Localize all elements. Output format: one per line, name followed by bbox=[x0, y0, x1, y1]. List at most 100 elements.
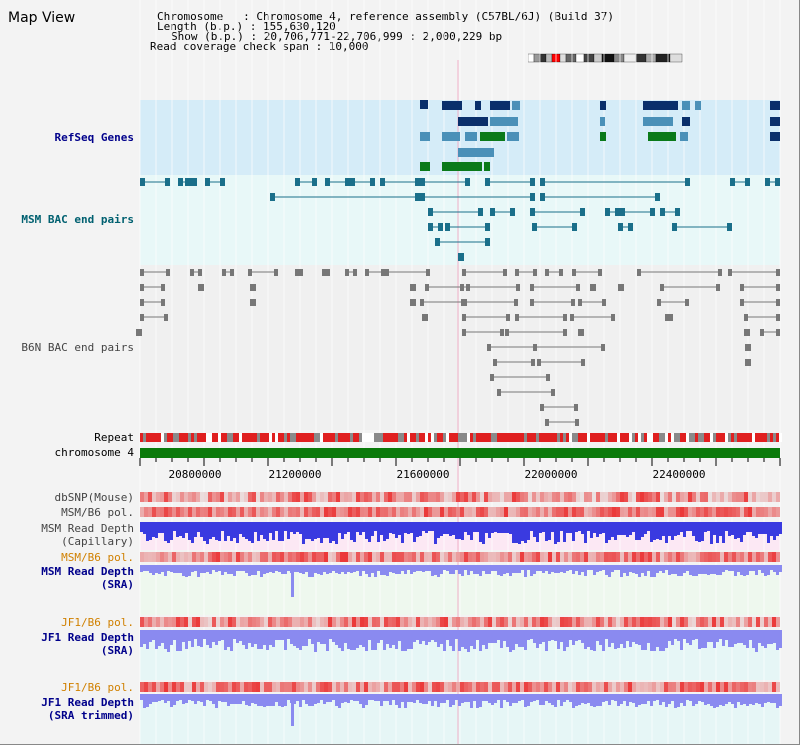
jf1-b6-pol-heat-cell bbox=[700, 617, 704, 627]
jf1-b6-pol-heat-cell bbox=[396, 682, 400, 692]
repeat-segment bbox=[722, 433, 725, 442]
msm-depth-capillary-bar bbox=[542, 522, 545, 532]
jf1-depth-sra-bar bbox=[182, 630, 185, 642]
jf1-depth-trim-bar bbox=[431, 694, 434, 706]
repeat-segment bbox=[776, 433, 779, 442]
msm-b6-pol-heat-cell bbox=[512, 552, 516, 562]
track-label-refseq-genes[interactable]: RefSeq Genes bbox=[54, 131, 134, 144]
repeat-segment bbox=[770, 433, 773, 442]
msm-depth-sra-bar bbox=[278, 565, 281, 572]
repeat-segment bbox=[602, 433, 605, 442]
msm-b6-pol-heat-cell bbox=[224, 552, 228, 562]
msm-depth-capillary-bar bbox=[665, 522, 668, 543]
b6n-bac-end-marker bbox=[500, 329, 504, 336]
msm-depth-sra-bar bbox=[161, 565, 164, 572]
repeat-segment bbox=[248, 433, 251, 442]
msm-b6-pol-heat-cell bbox=[612, 552, 616, 562]
b6n-bac-end-marker bbox=[345, 269, 349, 276]
jf1-b6-pol-heat-cell bbox=[208, 682, 212, 692]
jf1-b6-pol-heat-cell bbox=[424, 682, 428, 692]
dbsnp-heat-cell bbox=[532, 492, 536, 502]
jf1-depth-trim-bar bbox=[185, 694, 188, 703]
jf1-depth-sra-bar bbox=[518, 630, 521, 647]
msm-b6-pol-heat-cell bbox=[692, 552, 696, 562]
jf1-b6-pol-heat-cell bbox=[344, 617, 348, 627]
msm-depth-capillary-bar bbox=[548, 522, 551, 540]
msm-depth-capillary-bar bbox=[668, 522, 671, 536]
jf1-b6-pol-heat-cell bbox=[368, 682, 372, 692]
msm-depth-capillary-bar bbox=[389, 522, 392, 533]
jf1-depth-sra-bar bbox=[308, 630, 311, 639]
msm-b6-pol-heat-cell bbox=[220, 552, 224, 562]
msm-depth-sra-bar bbox=[416, 565, 419, 571]
msm-b6-pol-heat-cell bbox=[300, 507, 304, 517]
msm-depth-sra-bar bbox=[692, 565, 695, 576]
repeat-segment bbox=[347, 433, 350, 442]
jf1-depth-trim-bar bbox=[257, 694, 260, 706]
msm-b6-pol-heat-cell bbox=[200, 507, 204, 517]
jf1-b6-pol-heat-cell bbox=[728, 682, 732, 692]
jf1-depth-trim-bar bbox=[317, 694, 320, 703]
repeat-segment bbox=[626, 433, 629, 442]
jf1-b6-pol-heat-cell bbox=[696, 617, 700, 627]
jf1-depth-trim-bar bbox=[695, 694, 698, 704]
dbsnp-heat-cell bbox=[292, 492, 296, 502]
b6n-bac-end-marker bbox=[140, 299, 144, 306]
jf1-b6-pol-heat-cell bbox=[324, 682, 328, 692]
jf1-depth-sra-bar bbox=[440, 630, 443, 644]
track-label-b6n-bac[interactable]: B6N BAC end pairs bbox=[21, 341, 134, 354]
jf1-depth-trim-bar bbox=[764, 694, 767, 703]
msm-depth-sra-bar bbox=[743, 565, 746, 576]
msm-b6-pol-heat-cell bbox=[740, 552, 744, 562]
jf1-b6-pol-heat-cell bbox=[420, 682, 424, 692]
jf1-b6-pol-heat-cell bbox=[340, 682, 344, 692]
dbsnp-heat-cell bbox=[464, 492, 468, 502]
ideogram-band bbox=[669, 53, 683, 63]
jf1-depth-sra-bar bbox=[554, 630, 557, 641]
track-label-jf1-depth-trimmed: JF1 Read Depth bbox=[41, 696, 134, 709]
dbsnp-heat-cell bbox=[564, 492, 568, 502]
msm-b6-pol-heat-cell bbox=[420, 552, 424, 562]
msm-bac-end-marker bbox=[765, 178, 770, 186]
msm-b6-pol-heat-cell bbox=[496, 507, 500, 517]
jf1-depth-trim-bar bbox=[584, 694, 587, 704]
jf1-depth-trim-bar bbox=[761, 694, 764, 707]
jf1-b6-pol-heat-cell bbox=[592, 617, 596, 627]
repeat-segment bbox=[509, 433, 512, 442]
b6n-bac-end-marker bbox=[493, 359, 497, 366]
msm-b6-pol-heat-cell bbox=[404, 507, 408, 517]
b6n-bac-end-marker bbox=[533, 269, 537, 276]
msm-depth-capillary-bar bbox=[152, 522, 155, 537]
msm-b6-pol-heat-cell bbox=[484, 552, 488, 562]
jf1-b6-pol-heat-cell bbox=[196, 682, 200, 692]
jf1-depth-trim-bar bbox=[593, 694, 596, 707]
msm-b6-pol-heat-cell bbox=[148, 552, 152, 562]
msm-depth-sra-bar bbox=[170, 565, 173, 572]
jf1-b6-pol-heat-cell bbox=[752, 682, 756, 692]
dbsnp-heat-cell bbox=[620, 492, 624, 502]
repeat-segment bbox=[542, 433, 545, 442]
track-label-msm-bac[interactable]: MSM BAC end pairs bbox=[21, 213, 134, 226]
b6n-bac-end-marker bbox=[685, 299, 689, 306]
msm-b6-pol-heat-cell bbox=[640, 552, 644, 562]
msm-depth-capillary-bar bbox=[491, 522, 494, 533]
repeat-segment bbox=[506, 433, 509, 442]
msm-b6-pol-heat-cell bbox=[196, 552, 200, 562]
repeat-segment bbox=[599, 433, 602, 442]
msm-depth-capillary-bar bbox=[326, 522, 329, 538]
jf1-b6-pol-heat-cell bbox=[520, 682, 524, 692]
dbsnp-heat-cell bbox=[204, 492, 208, 502]
jf1-depth-sra-bar bbox=[209, 630, 212, 648]
repeat-segment bbox=[158, 433, 161, 442]
msm-b6-pol-heat-cell bbox=[328, 552, 332, 562]
dbsnp-heat-cell bbox=[340, 492, 344, 502]
jf1-depth-trim-bar bbox=[269, 694, 272, 706]
msm-depth-capillary-bar bbox=[167, 522, 170, 543]
jf1-depth-sra-bar bbox=[320, 630, 323, 644]
jf1-depth-sra-bar bbox=[635, 630, 638, 644]
jf1-b6-pol-heat-cell bbox=[468, 617, 472, 627]
jf1-depth-sra-bar bbox=[374, 630, 377, 650]
jf1-depth-sra-bar bbox=[746, 630, 749, 648]
msm-b6-pol-heat-cell bbox=[456, 507, 460, 517]
